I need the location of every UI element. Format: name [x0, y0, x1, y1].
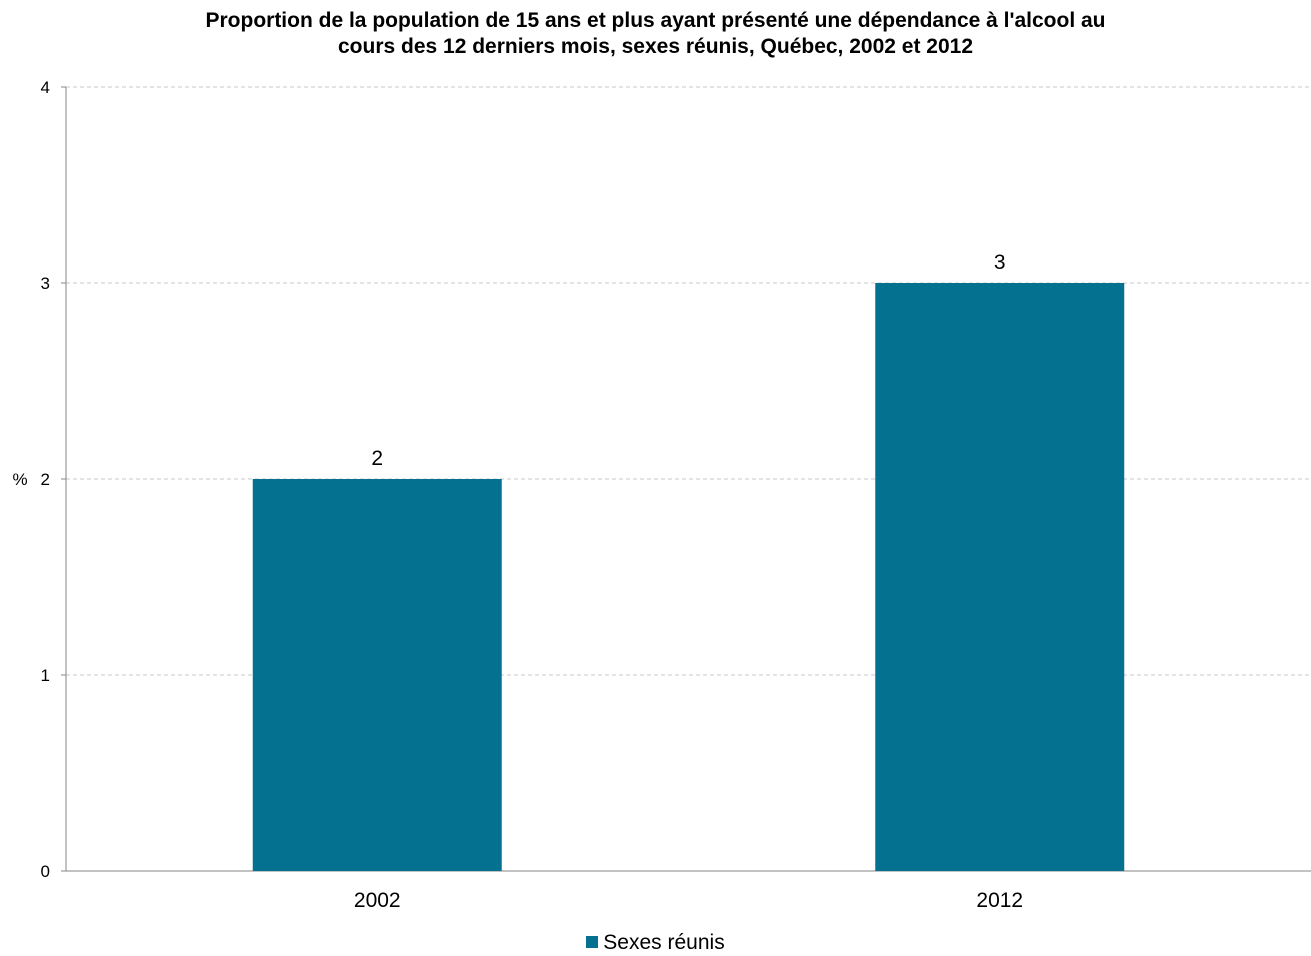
legend-label: Sexes réunis: [603, 931, 725, 954]
x-tick-label: 2002: [354, 889, 401, 912]
x-tick-label: 2012: [976, 889, 1023, 912]
y-axis-label: %: [12, 470, 27, 489]
data-label: 2: [371, 447, 383, 470]
legend: Sexes réunis: [0, 930, 1311, 956]
y-tick-label: 1: [41, 666, 50, 685]
y-tick-label: 4: [41, 78, 50, 97]
data-label: 3: [994, 251, 1006, 274]
chart-title-line-1: Proportion de la population de 15 ans et…: [205, 9, 1106, 32]
y-tick-label: 0: [41, 862, 50, 881]
bar-2002: [252, 479, 502, 871]
chart-title: Proportion de la population de 15 ans et…: [0, 8, 1311, 60]
y-tick-label: 2: [41, 470, 50, 489]
legend-swatch: [586, 936, 599, 948]
y-tick-label: 3: [41, 274, 50, 293]
bar-2012: [875, 283, 1125, 871]
chart-title-line-2: cours des 12 derniers mois, sexes réunis…: [337, 35, 973, 58]
